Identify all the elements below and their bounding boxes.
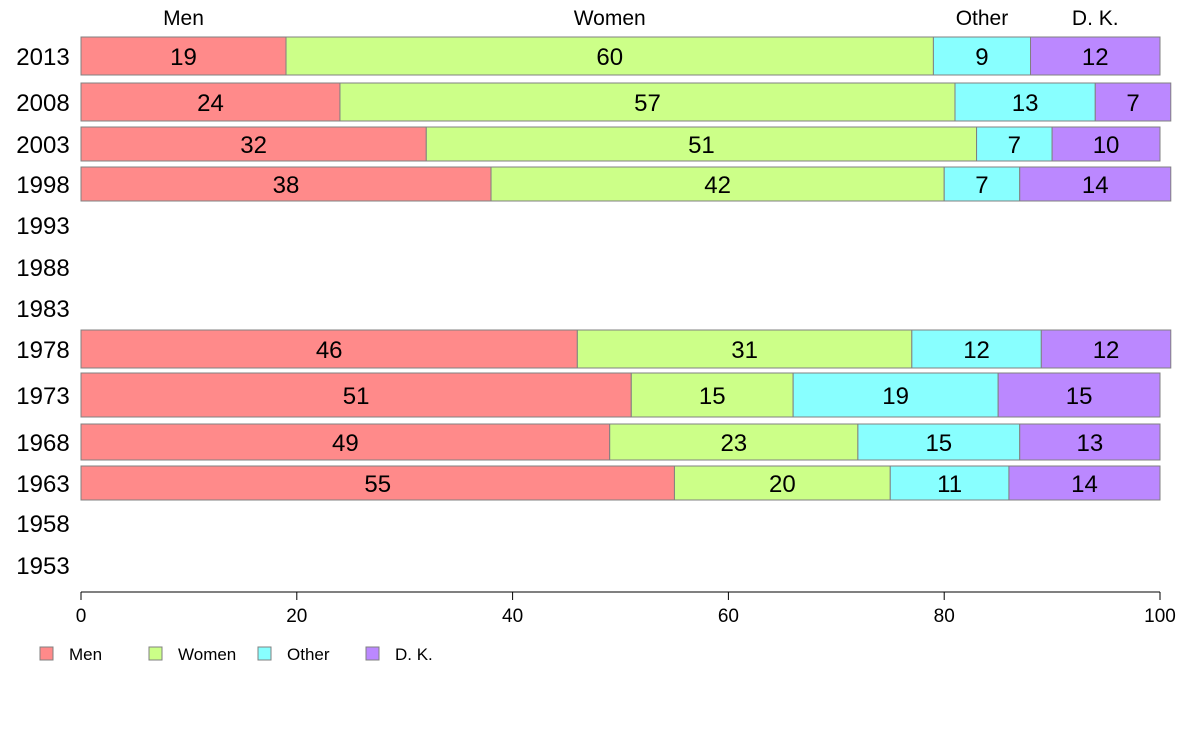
value-label-2003-d-k: 10	[1093, 132, 1120, 159]
value-label-2008-women: 57	[634, 90, 661, 117]
x-tick-label-20: 20	[286, 606, 307, 627]
bar-1963-men	[80, 465, 675, 501]
value-label-1963-other: 11	[937, 471, 962, 498]
year-labels: 2013 2008 2003 1998 1993 1988 1983 1978 1973 1968…	[16, 44, 69, 580]
column-header-other: Other	[956, 7, 1009, 30]
value-label-2008-other: 13	[1012, 90, 1039, 117]
value-label-1978-men: 46	[316, 337, 343, 364]
column-header-women: Women	[574, 7, 646, 30]
value-label-1973-women: 15	[699, 383, 726, 410]
bar-2013-women	[285, 36, 934, 76]
value-label-2003-other: 7	[1008, 132, 1021, 159]
value-label-1973-other: 19	[882, 383, 909, 410]
value-label-1973-d-k: 15	[1066, 383, 1093, 410]
bar-2003-men	[80, 126, 427, 162]
value-label-1968-other: 15	[925, 430, 952, 457]
x-tick-label-80: 80	[934, 606, 955, 627]
column-headers: Men Women Other D. K.	[163, 7, 1119, 30]
value-label-2003-men: 32	[240, 132, 267, 159]
bar-1973-women	[630, 372, 794, 418]
value-label-1998-women: 42	[704, 172, 731, 199]
value-label-1968-men: 49	[332, 430, 359, 457]
value-label-1963-d-k: 14	[1071, 471, 1098, 498]
value-label-1968-women: 23	[720, 430, 747, 457]
year-label-1968: 1968	[16, 430, 69, 457]
value-label-2013-men: 19	[170, 44, 197, 71]
year-label-1993: 1993	[16, 213, 69, 240]
year-label-2003: 2003	[16, 132, 69, 159]
legend-swatch-men	[39, 646, 54, 661]
value-label-1963-women: 20	[769, 471, 796, 498]
year-label-2008: 2008	[16, 90, 69, 117]
bar-1998-women	[490, 166, 945, 202]
bar-1963-other	[889, 465, 1010, 501]
column-header-d-k: D. K.	[1072, 7, 1119, 30]
legend-label-other: Other	[287, 645, 330, 664]
value-label-1978-women: 31	[731, 337, 758, 364]
legend-label-men: Men	[69, 645, 102, 664]
bar-2013-other	[932, 36, 1032, 76]
bar-2003-d-k	[1051, 126, 1161, 162]
value-label-1968-d-k: 13	[1077, 430, 1104, 457]
value-label-2013-d-k: 12	[1082, 44, 1109, 71]
bar-2008-d-k	[1094, 82, 1172, 122]
legend-swatch-women	[148, 646, 163, 661]
year-label-2013: 2013	[16, 44, 69, 71]
bar-1968-d-k	[1019, 423, 1161, 461]
x-tick-label-100: 100	[1144, 606, 1176, 627]
value-label-2008-d-k: 7	[1126, 90, 1139, 117]
bar-1978-women	[576, 329, 913, 369]
value-label-1978-other: 12	[963, 337, 990, 364]
bar-1978-men	[80, 329, 578, 369]
value-label-2013-other: 9	[975, 44, 988, 71]
x-axis: 0 20 40 60 80 100	[76, 591, 1176, 627]
bar-2008-other	[954, 82, 1096, 122]
bar-1978-other	[911, 329, 1042, 369]
bar-2003-women	[425, 126, 978, 162]
bar-1968-men	[80, 423, 611, 461]
value-label-1978-d-k: 12	[1093, 337, 1120, 364]
year-label-1998: 1998	[16, 172, 69, 199]
year-label-1988: 1988	[16, 255, 69, 282]
year-label-1973: 1973	[16, 383, 69, 410]
x-tick-label-40: 40	[502, 606, 523, 627]
value-label-1998-d-k: 14	[1082, 172, 1109, 199]
year-label-1983: 1983	[16, 296, 69, 323]
year-label-1963: 1963	[16, 471, 69, 498]
x-tick-label-60: 60	[718, 606, 739, 627]
value-label-1998-men: 38	[273, 172, 300, 199]
value-label-2013-women: 60	[596, 44, 623, 71]
column-header-men: Men	[163, 7, 204, 30]
year-label-1958: 1958	[16, 511, 69, 538]
year-label-1978: 1978	[16, 337, 69, 364]
legend-label-women: Women	[178, 645, 236, 664]
bar-2013-d-k	[1030, 36, 1161, 76]
value-label-2008-men: 24	[197, 90, 224, 117]
bar-1973-d-k	[997, 372, 1161, 418]
value-label-1963-men: 55	[364, 471, 391, 498]
value-label-1998-other: 7	[975, 172, 988, 199]
legend-swatch-d-k	[365, 646, 380, 661]
bar-1998-d-k	[1019, 166, 1172, 202]
year-label-1953: 1953	[16, 553, 69, 580]
bar-1968-other	[857, 423, 1021, 461]
bar-1963-d-k	[1008, 465, 1161, 501]
bar-2013-men	[80, 36, 287, 76]
x-tick-label-0: 0	[76, 606, 87, 627]
legend-label-d-k: D. K.	[395, 645, 433, 664]
legend-swatch-other	[257, 646, 272, 661]
value-label-1973-men: 51	[343, 383, 370, 410]
value-label-2003-women: 51	[688, 132, 715, 159]
bar-2008-men	[80, 82, 341, 122]
bar-1978-d-k	[1040, 329, 1172, 369]
bar-1998-men	[80, 166, 492, 202]
bar-2008-women	[339, 82, 956, 122]
bar-1973-other	[792, 372, 999, 418]
legend: Men Women Other D. K.	[39, 645, 433, 664]
bar-1973-men	[80, 372, 632, 418]
